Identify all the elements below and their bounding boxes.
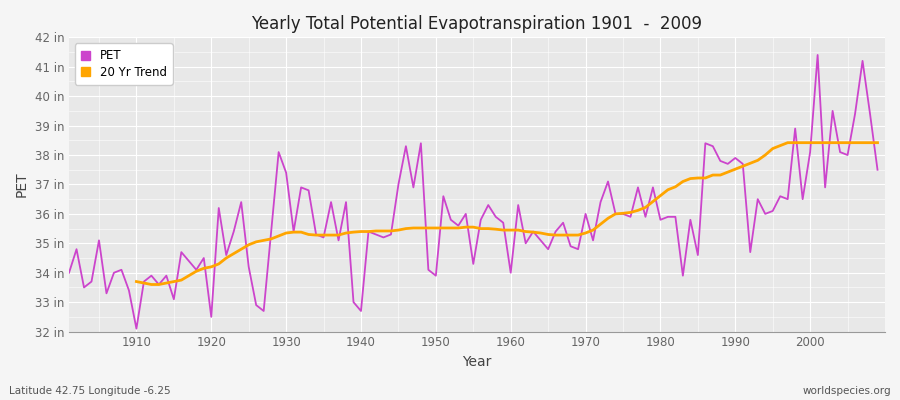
- Text: worldspecies.org: worldspecies.org: [803, 386, 891, 396]
- PET: [123, 288, 134, 293]
- PET: [513, 203, 524, 208]
- PET: [340, 200, 351, 204]
- 20 Yr Trend: [131, 279, 142, 284]
- X-axis label: Year: Year: [463, 355, 491, 369]
- PET: [505, 270, 516, 275]
- Line: PET: PET: [69, 55, 878, 329]
- 20 Yr Trend: [782, 140, 793, 145]
- 20 Yr Trend: [850, 140, 860, 145]
- PET: [64, 270, 75, 275]
- 20 Yr Trend: [580, 231, 591, 236]
- 20 Yr Trend: [520, 229, 531, 234]
- Legend: PET, 20 Yr Trend: PET, 20 Yr Trend: [75, 43, 173, 84]
- 20 Yr Trend: [310, 233, 321, 238]
- Title: Yearly Total Potential Evapotranspiration 1901  -  2009: Yearly Total Potential Evapotranspiratio…: [251, 15, 703, 33]
- PET: [131, 326, 142, 331]
- 20 Yr Trend: [827, 140, 838, 145]
- PET: [296, 185, 307, 190]
- 20 Yr Trend: [872, 140, 883, 145]
- Y-axis label: PET: PET: [15, 172, 29, 197]
- 20 Yr Trend: [281, 231, 292, 236]
- PET: [603, 179, 614, 184]
- Line: 20 Yr Trend: 20 Yr Trend: [137, 143, 877, 284]
- Text: Latitude 42.75 Longitude -6.25: Latitude 42.75 Longitude -6.25: [9, 386, 171, 396]
- PET: [872, 167, 883, 172]
- PET: [812, 52, 823, 57]
- 20 Yr Trend: [146, 282, 157, 287]
